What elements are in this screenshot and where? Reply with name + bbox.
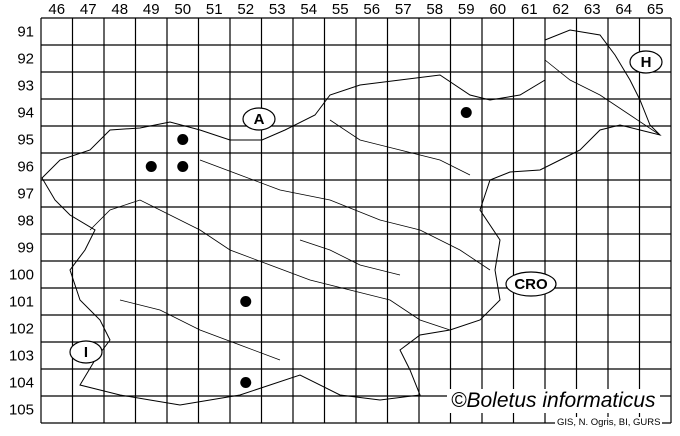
country-label-austria: A	[242, 107, 276, 131]
rivers	[89, 59, 661, 361]
column-label: 49	[143, 1, 160, 18]
svg-text:I: I	[84, 344, 88, 361]
row-label: 93	[17, 78, 34, 95]
column-label: 62	[552, 1, 569, 18]
utm-grid	[40, 17, 672, 424]
column-label: 51	[206, 1, 223, 18]
column-label: 58	[426, 1, 443, 18]
record-dots	[145, 107, 472, 388]
row-label: 97	[17, 186, 34, 203]
column-label: 53	[269, 1, 286, 18]
column-label: 57	[395, 1, 412, 18]
column-label: 50	[174, 1, 191, 18]
column-label: 46	[48, 1, 65, 18]
record-dot	[240, 377, 252, 388]
row-label: 98	[17, 213, 34, 230]
column-label: 59	[458, 1, 475, 18]
svg-text:CRO: CRO	[514, 276, 548, 293]
column-label: 48	[111, 1, 128, 18]
row-label: 105	[9, 402, 34, 419]
slovenia-border	[41, 29, 662, 406]
column-label: 65	[647, 1, 664, 18]
record-dot	[177, 134, 189, 145]
column-label: 55	[332, 1, 349, 18]
column-label: 61	[521, 1, 538, 18]
record-dot	[240, 296, 252, 307]
country-label-croatia: CRO	[505, 271, 557, 297]
record-dot	[177, 161, 189, 172]
country-label-hungary: H	[629, 50, 663, 74]
column-label: 54	[300, 1, 317, 18]
row-label: 91	[17, 24, 34, 41]
row-labels: 91 92 93 94 95 96 97 98 99 100 101 102 103 104 105	[9, 24, 34, 419]
row-label: 92	[17, 51, 34, 68]
credit-text: GIS, N. Ogris, BI, GURS	[555, 417, 663, 428]
record-dot	[145, 161, 157, 172]
row-label: 102	[9, 321, 34, 338]
column-label: 52	[237, 1, 254, 18]
column-label: 56	[363, 1, 380, 18]
copyright-text: ©Boletus informaticus	[447, 389, 660, 413]
country-label-italy: I	[69, 340, 103, 364]
column-label: 64	[615, 1, 632, 18]
row-label: 96	[17, 159, 34, 176]
row-label: 103	[9, 348, 34, 365]
svg-text:A: A	[254, 111, 265, 128]
row-label: 101	[9, 294, 34, 311]
row-label: 100	[9, 267, 34, 284]
column-label: 60	[489, 1, 506, 18]
record-dot	[460, 107, 472, 118]
svg-text:H: H	[641, 54, 652, 71]
row-label: 94	[17, 105, 34, 122]
column-labels: 46 47 48 49 50 51 52 53 54 55 56 57 58 59 60 61 62 63 64 65	[48, 1, 663, 18]
column-label: 63	[584, 1, 601, 18]
row-label: 104	[9, 375, 34, 392]
column-label: 47	[80, 1, 97, 18]
row-label: 99	[17, 240, 34, 257]
row-label: 95	[17, 132, 34, 149]
